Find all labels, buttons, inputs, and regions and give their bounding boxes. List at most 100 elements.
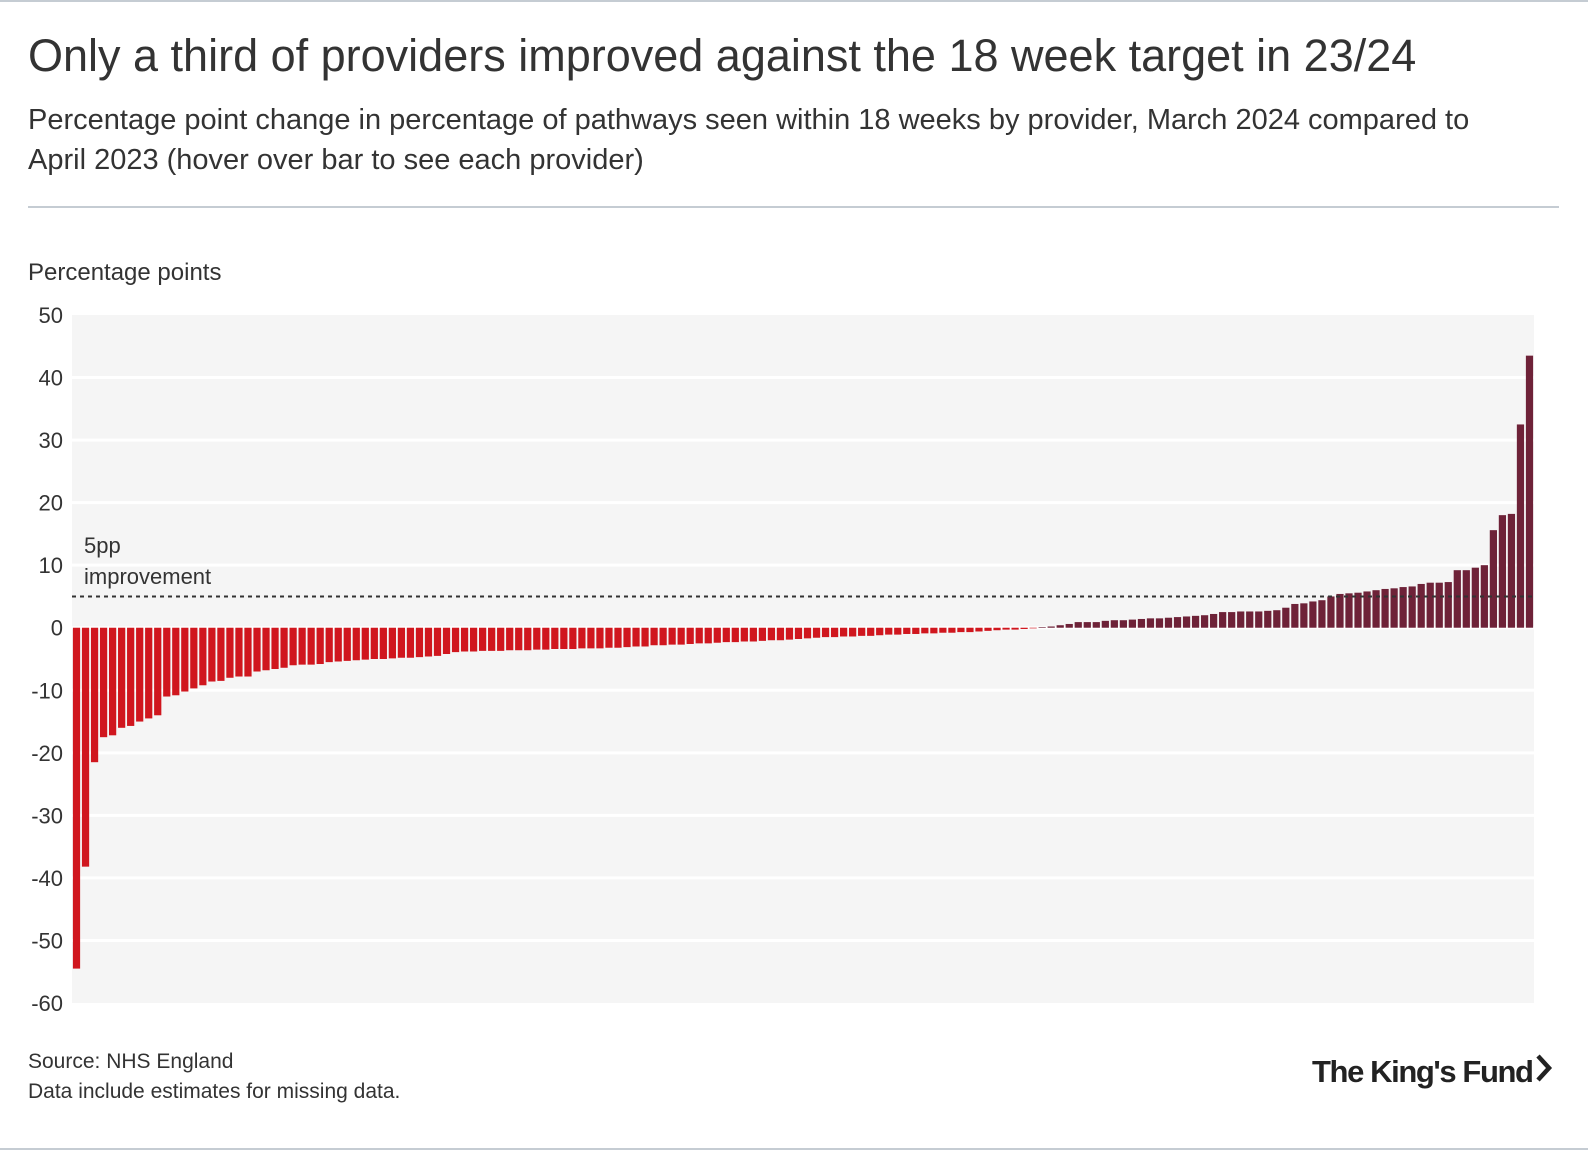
bar[interactable] [1390, 588, 1398, 628]
bar[interactable] [939, 627, 947, 633]
bar[interactable] [280, 627, 288, 668]
bar[interactable] [451, 627, 460, 653]
bar[interactable] [776, 627, 785, 641]
bar[interactable] [1516, 424, 1525, 628]
bar[interactable] [469, 627, 478, 652]
bar[interactable] [1273, 610, 1281, 628]
bar[interactable] [560, 627, 568, 649]
bar[interactable] [1327, 596, 1335, 628]
bar[interactable] [1453, 570, 1461, 628]
bar[interactable] [858, 627, 866, 636]
bar[interactable] [1237, 611, 1245, 628]
bar[interactable] [181, 627, 189, 692]
bar[interactable] [1291, 603, 1299, 628]
bar[interactable] [262, 627, 270, 671]
bar[interactable] [388, 627, 396, 659]
bar[interactable] [758, 627, 766, 641]
bar[interactable] [479, 627, 487, 651]
bar[interactable] [812, 627, 821, 638]
bar[interactable] [1381, 588, 1389, 628]
bar[interactable] [307, 627, 315, 665]
bar[interactable] [614, 627, 622, 648]
bar[interactable] [1092, 622, 1100, 628]
bar[interactable] [497, 627, 505, 651]
bar[interactable] [740, 627, 748, 642]
bar[interactable] [876, 627, 884, 636]
bar[interactable] [415, 627, 424, 658]
bar[interactable] [1155, 618, 1164, 628]
bar[interactable] [1002, 627, 1010, 630]
bar[interactable] [235, 627, 243, 677]
bar[interactable] [1444, 582, 1452, 628]
bar[interactable] [109, 627, 117, 736]
bar[interactable] [334, 627, 342, 662]
bar[interactable] [1300, 603, 1308, 628]
bar[interactable] [325, 627, 333, 663]
bar[interactable] [1372, 590, 1380, 628]
bar[interactable] [1074, 622, 1082, 628]
bar[interactable] [1228, 612, 1236, 628]
bar[interactable] [433, 627, 442, 656]
bar[interactable] [379, 627, 387, 659]
bar[interactable] [343, 627, 351, 661]
bar[interactable] [1417, 583, 1425, 628]
bar[interactable] [596, 627, 604, 649]
bar[interactable] [217, 627, 225, 681]
bar[interactable] [361, 627, 369, 660]
bar[interactable] [885, 627, 893, 635]
bar[interactable] [542, 627, 550, 650]
bar[interactable] [704, 627, 712, 644]
bar[interactable] [72, 627, 81, 969]
bar[interactable] [578, 627, 586, 649]
bar[interactable] [1408, 586, 1416, 628]
bar[interactable] [840, 627, 848, 637]
bar[interactable] [686, 627, 694, 644]
bar[interactable] [370, 627, 378, 659]
bar[interactable] [1462, 570, 1470, 628]
bar[interactable] [460, 627, 469, 652]
bar[interactable] [1119, 620, 1127, 628]
bar[interactable] [154, 627, 162, 716]
bar[interactable] [1110, 620, 1118, 628]
bar[interactable] [930, 627, 938, 634]
bar[interactable] [1219, 612, 1227, 628]
bar[interactable] [785, 627, 794, 640]
bar[interactable] [695, 627, 703, 644]
bar[interactable] [677, 627, 685, 645]
bar[interactable] [1246, 611, 1254, 628]
kings-fund-logo[interactable]: The King's Fund [1312, 1050, 1553, 1094]
bar[interactable] [1083, 622, 1091, 628]
bar[interactable] [713, 627, 721, 643]
bar[interactable] [190, 627, 198, 689]
bar[interactable] [731, 627, 739, 643]
bar[interactable] [99, 627, 108, 738]
bar[interactable] [397, 627, 406, 658]
bar[interactable] [136, 627, 144, 722]
bar[interactable] [1282, 607, 1290, 628]
bar[interactable] [1435, 582, 1443, 628]
bar[interactable] [172, 627, 180, 696]
bar[interactable] [1399, 587, 1407, 628]
bar[interactable] [1309, 601, 1317, 628]
bar[interactable] [912, 627, 920, 634]
bar[interactable] [81, 627, 90, 867]
bar[interactable] [650, 627, 658, 646]
bar[interactable] [803, 627, 812, 639]
bar[interactable] [533, 627, 541, 650]
bar[interactable] [1047, 626, 1055, 628]
bar[interactable] [1020, 627, 1028, 629]
bar[interactable] [1507, 513, 1516, 628]
bar[interactable] [1498, 515, 1507, 628]
bar[interactable] [406, 627, 415, 658]
bar[interactable] [722, 627, 730, 643]
bar[interactable] [1200, 615, 1209, 628]
bar[interactable] [921, 627, 929, 634]
bar[interactable] [1426, 582, 1434, 628]
bar[interactable] [849, 627, 857, 637]
bar[interactable] [830, 627, 839, 638]
bar[interactable] [975, 627, 983, 632]
bar[interactable] [641, 627, 649, 647]
bar[interactable] [1336, 593, 1344, 628]
bar[interactable] [1173, 617, 1182, 628]
bar[interactable] [993, 627, 1001, 631]
